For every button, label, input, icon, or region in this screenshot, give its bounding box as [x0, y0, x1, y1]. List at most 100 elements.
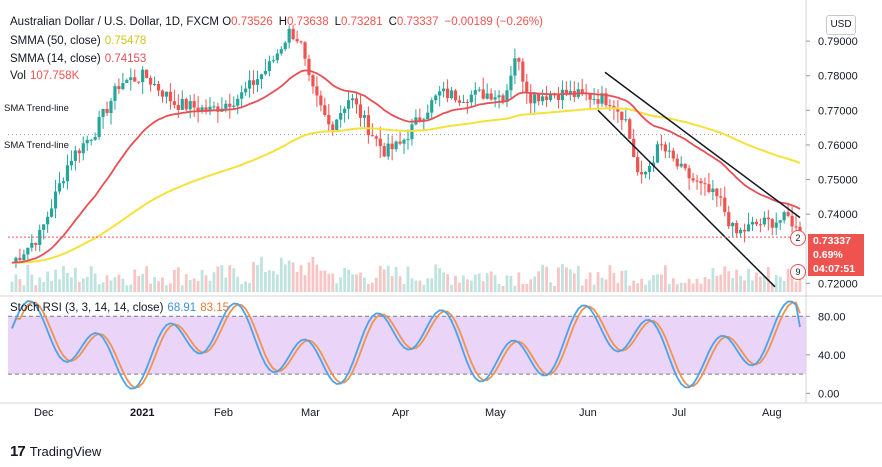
volume-bar	[208, 280, 212, 292]
candle-body	[628, 119, 632, 139]
candle-body	[742, 229, 747, 232]
volume-bar	[529, 279, 533, 292]
volume-bar	[311, 256, 315, 292]
candle-body	[671, 150, 675, 159]
volume-bar	[541, 264, 545, 292]
candle-body	[346, 100, 351, 109]
volume-bar	[256, 265, 259, 292]
candle-body	[651, 162, 656, 166]
high-value: 0.73638	[287, 16, 329, 28]
volume-bar	[469, 280, 473, 292]
volume-bar	[232, 268, 236, 292]
volume-bar	[398, 276, 402, 292]
price-tick-label: 0.74000	[818, 209, 858, 221]
candle-body	[774, 222, 778, 228]
volume-bar	[260, 256, 263, 292]
candle-body	[541, 96, 545, 102]
candle-body	[739, 229, 743, 234]
candle-body	[208, 106, 212, 111]
volume-bar	[759, 276, 762, 292]
event-badge-2[interactable]: 9	[790, 264, 806, 280]
volume-bar	[93, 273, 97, 292]
volume-bar	[564, 267, 568, 292]
volume-bar	[561, 264, 564, 292]
volume-bar	[172, 269, 176, 292]
volume-bar	[347, 269, 350, 292]
candle-body	[386, 143, 390, 157]
volume-bar	[426, 278, 430, 292]
rsi-tick-label: 40.00	[818, 350, 846, 362]
candle-body	[517, 58, 521, 62]
vol-label: Vol	[10, 70, 26, 82]
candle-body	[382, 146, 386, 157]
brand[interactable]: 17 TradingView	[10, 443, 101, 460]
volume-bar	[97, 284, 101, 292]
x-tick-label: Feb	[214, 407, 233, 419]
volume-bar	[667, 284, 671, 292]
candle-body	[232, 105, 236, 107]
volume-bar	[77, 282, 81, 292]
candle-body	[283, 42, 287, 50]
candle-body	[647, 165, 652, 173]
volume-bar	[157, 281, 160, 292]
event-badge-1[interactable]: 2	[790, 230, 806, 246]
x-tick-label: Jul	[672, 407, 686, 419]
volume-bar	[501, 285, 505, 292]
volume-bar	[176, 267, 180, 292]
candle-body	[57, 183, 62, 192]
candle-body	[113, 86, 117, 101]
candle-body	[643, 172, 648, 175]
volume-bar	[794, 281, 798, 292]
stoch-d-line	[11, 301, 801, 389]
volume-bar	[505, 275, 509, 292]
volume-bar	[343, 267, 347, 292]
volume-bar	[101, 282, 105, 292]
x-tick-label: May	[485, 407, 506, 419]
volume-bar	[743, 280, 746, 292]
high-label: H	[278, 16, 288, 28]
smma14-label: SMMA (14, close)	[10, 53, 101, 65]
candle-body	[481, 89, 485, 99]
volume-bar	[481, 281, 485, 292]
candle-body	[723, 197, 727, 213]
volume-bar	[204, 275, 208, 292]
volume-bar	[422, 284, 426, 292]
candle-body	[18, 257, 22, 261]
volume-bar	[184, 274, 188, 292]
candle-body	[663, 144, 667, 152]
candle-body	[34, 242, 38, 245]
candle-body	[335, 119, 339, 130]
volume-bar	[240, 284, 244, 292]
volume-bar	[608, 265, 612, 292]
close-label: C	[388, 16, 397, 28]
candle-body	[22, 254, 26, 261]
volume-bar	[418, 280, 422, 292]
volume-bar	[34, 285, 38, 292]
candle-body	[109, 100, 113, 114]
price-tick-label: 0.77000	[818, 105, 858, 117]
candle-body	[632, 138, 636, 158]
candle-body	[477, 89, 481, 91]
candle-body	[354, 98, 359, 105]
candle-body	[129, 77, 133, 81]
volume-bar	[683, 282, 687, 292]
candle-body	[655, 144, 660, 163]
candle-body	[236, 98, 240, 106]
candle-body	[758, 224, 763, 226]
candle-body	[307, 58, 311, 76]
volume-bar	[153, 277, 156, 292]
volume-bar	[141, 273, 145, 292]
candle-body	[461, 101, 466, 103]
volume-bar	[576, 265, 580, 292]
volume-bar	[477, 273, 481, 292]
volume-bar	[723, 266, 727, 292]
volume-bar	[640, 278, 644, 292]
volume-bar	[220, 265, 224, 292]
candle-body	[152, 83, 157, 85]
volume-bar	[355, 274, 358, 292]
candle-body	[133, 77, 137, 82]
currency-button[interactable]: USD	[826, 15, 856, 35]
candle-body	[156, 83, 161, 91]
smma14-value: 0.74153	[104, 53, 147, 65]
